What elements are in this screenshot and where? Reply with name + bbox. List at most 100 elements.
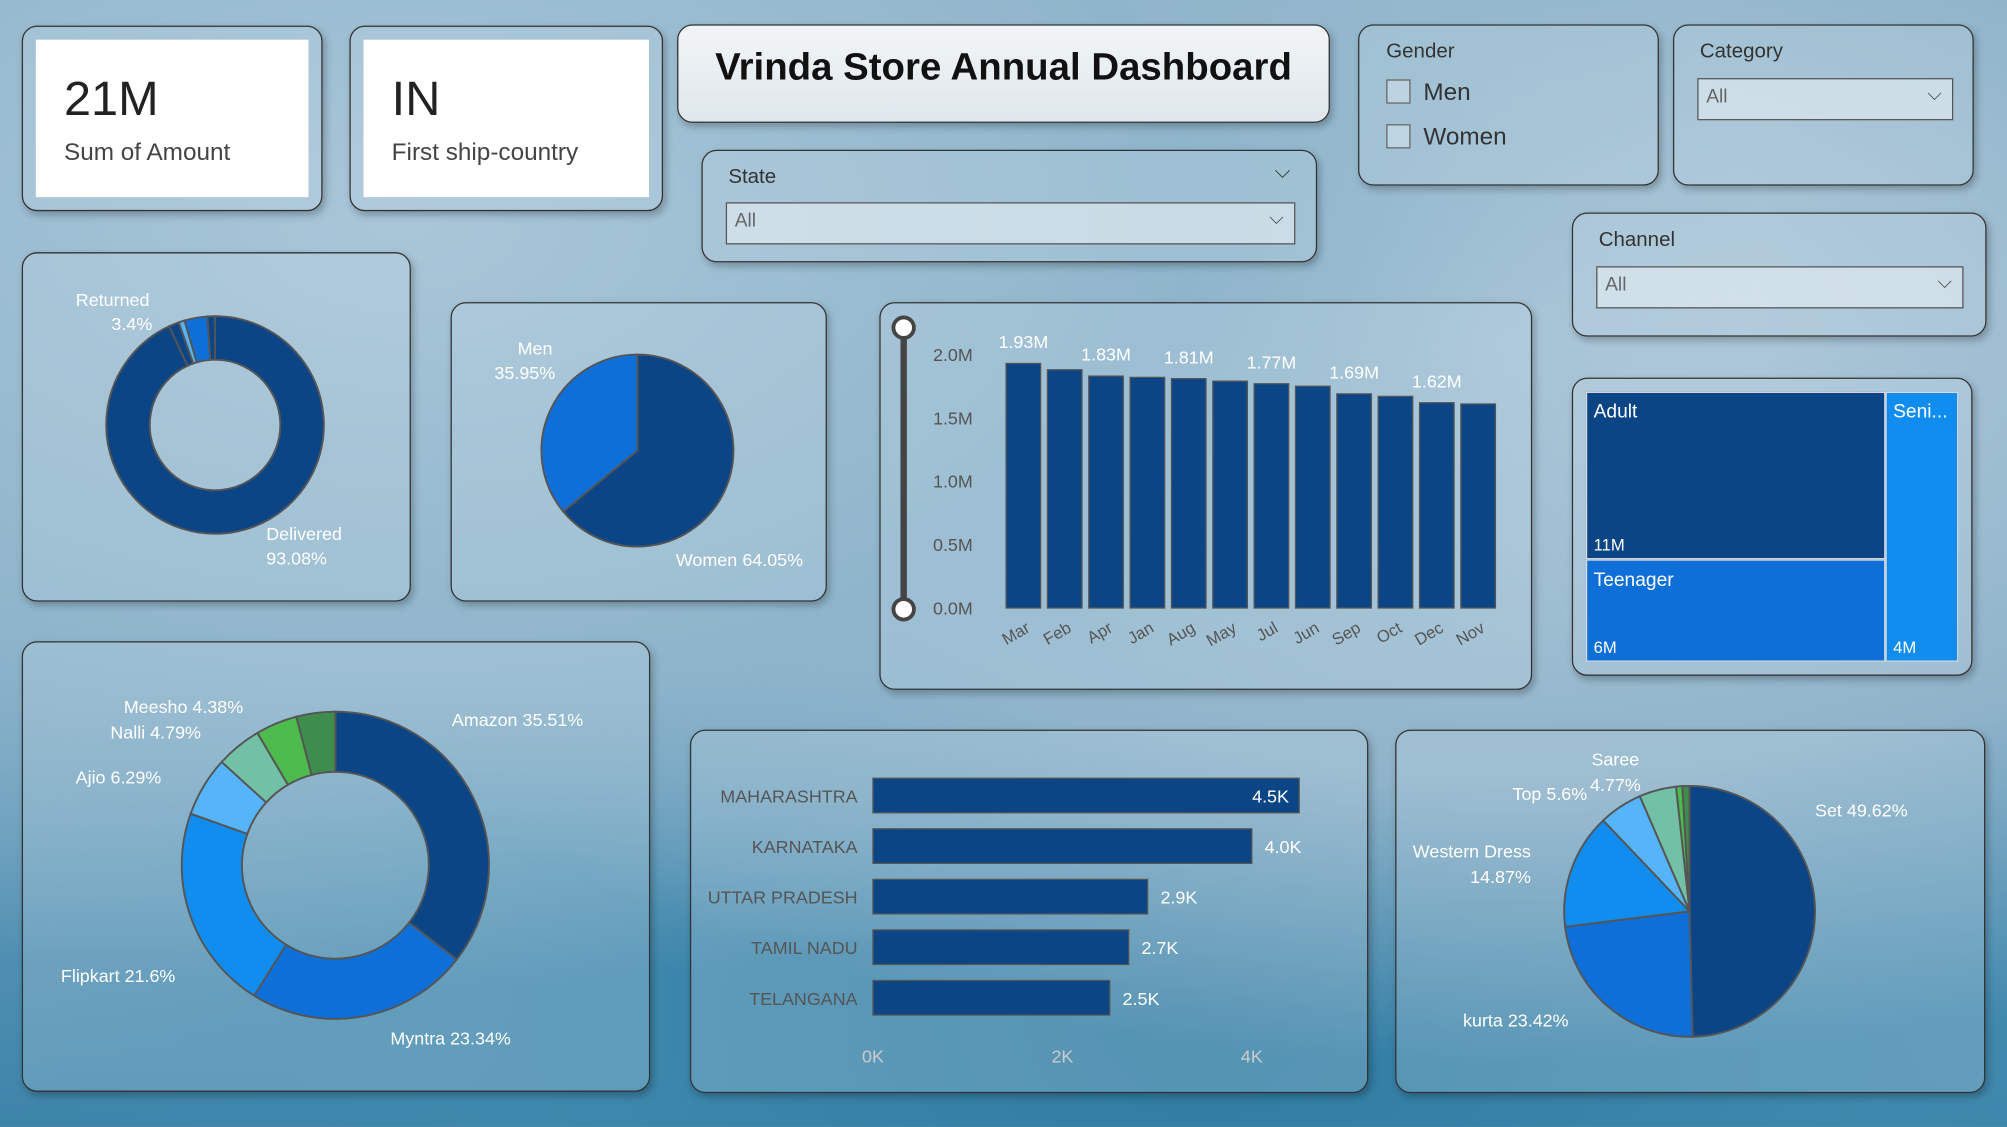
pie-slice-other[interactable] [1681,784,1691,912]
x-tick-label: May [1203,618,1240,651]
state-dropdown[interactable]: All ⌵ [725,202,1296,245]
pie-slice-kurta[interactable] [1564,910,1694,1038]
data-label: Western Dress 14.87% [1413,842,1531,888]
y-tick-label: 0.5M [933,535,973,555]
bar-jul[interactable] [1253,383,1290,609]
pie-slice-flipkart[interactable] [180,812,288,998]
data-label: Returned 3.4% [76,290,153,334]
data-label: Meesho 4.38% [124,697,244,717]
checkbox-icon [1386,79,1411,104]
data-label: kurta 23.42% [1463,1011,1569,1031]
bar-sep[interactable] [1336,393,1373,609]
pie-slice-other[interactable] [206,315,216,361]
category-dropdown[interactable]: All ⌵ [1697,78,1954,121]
bar-data-label[interactable]: 2.9K [1160,888,1197,908]
x-tick-label: Aug [1163,618,1198,649]
bar-data-label[interactable]: 2.7K [1142,938,1179,958]
checkbox-women[interactable]: Women [1386,124,1507,152]
y-tick-label: 0.0M [933,598,973,618]
data-label: Men 35.95% [494,339,555,383]
chevron-down-icon: ⌵ [1269,207,1284,230]
category-label: KARNATAKA [752,837,858,857]
bar-data-label[interactable]: 4.0K [1265,837,1302,857]
x-tick-label: Jun [1290,618,1323,648]
category-label: UTTAR PRADESH [708,888,858,908]
checkbox-men[interactable]: Men [1386,79,1471,107]
x-tick-label: Dec [1411,618,1446,649]
bar-dec[interactable] [1418,402,1455,609]
x-tick-label: Sep [1329,618,1364,649]
x-tick-label: 4K [1241,1046,1263,1066]
pie-slice-set[interactable] [1688,784,1816,1038]
treemap-adult[interactable] [1585,391,1886,560]
y-tick-label: 1.5M [933,408,973,428]
category-label: TELANGANA [749,989,858,1009]
label-name: Western Dress [1413,842,1531,862]
bar-jan[interactable] [1129,376,1166,609]
category-label: TAMIL NADU [751,938,857,958]
bar-nov[interactable] [1460,403,1497,609]
x-tick-label: 0K [862,1046,884,1066]
treemap-value: 4M [1893,637,1917,657]
x-tick-label: 2K [1051,1046,1073,1066]
bar-aug[interactable] [1170,377,1207,609]
bar-data-label[interactable]: 1.62M [1412,371,1462,391]
bar-data-label[interactable]: 1.81M [1164,347,1214,367]
bar-karnataka[interactable] [872,828,1253,864]
bar-data-label[interactable]: 1.77M [1247,352,1297,372]
treemap-label: Seni... [1893,400,1948,423]
label-value: 64.05% [742,550,803,570]
bar-data-label[interactable]: 1.93M [998,332,1048,352]
x-tick-label: Nov [1453,618,1489,650]
y-tick-label: 2.0M [933,345,973,365]
bar-data-label[interactable]: 4.5K [1252,787,1289,807]
data-label: Ajio 6.29% [76,767,162,787]
channel-slicer: Channel All ⌵ [1571,212,1987,337]
bar-maharashtra[interactable] [872,777,1300,814]
bar-data-label[interactable]: 1.69M [1329,362,1379,382]
category-label: Category [1699,40,1783,63]
pie-slice-delivered[interactable] [105,315,325,535]
label-name: Saree [1591,749,1639,769]
bar-data-label[interactable]: 1.83M [1081,345,1131,365]
bar-may[interactable] [1212,380,1248,609]
x-tick-label: Mar [999,618,1034,649]
channel-dropdown[interactable]: All ⌵ [1596,266,1964,309]
treemap-teenager[interactable] [1585,559,1886,662]
bar-tamil-nadu[interactable] [872,929,1130,966]
data-label: Delivered 93.08% [266,524,342,568]
bar-oct[interactable] [1377,395,1414,609]
bar-jun[interactable] [1294,385,1331,609]
category-label: MAHARASHTRA [720,787,857,807]
bar-uttar-pradesh[interactable] [872,878,1149,915]
pie-slice-amazon[interactable] [334,710,490,961]
bar-apr[interactable] [1088,375,1124,609]
treemap-senior[interactable] [1885,391,1959,662]
bar-mar[interactable] [1005,362,1042,609]
pie-slice-men[interactable] [540,353,639,513]
data-label: Nalli 4.79% [110,723,201,743]
range-slider-handle [891,315,916,340]
bar-data-label[interactable]: 2.5K [1123,989,1160,1009]
label-name: Delivered [266,524,342,544]
kpi-card-amount: 21M Sum of Amount [21,25,323,212]
chevron-down-icon[interactable]: ⌵ [1274,161,1291,184]
y-tick-label: 1.0M [933,472,973,492]
pie-slice-other[interactable] [295,710,337,777]
label-value: 93.08% [266,548,327,568]
state-label: State [728,166,777,189]
gender-label: Gender [1386,40,1455,63]
category-slicer: Category All ⌵ [1672,24,1974,186]
pie-slice-western-dress[interactable] [1563,819,1692,928]
chevron-down-icon: ⌵ [1927,83,1942,105]
pie-slice-myntra[interactable] [252,921,459,1020]
channel-label: Channel [1598,229,1676,251]
pie-slice-women[interactable] [561,353,735,548]
data-label: Top 5.6% [1513,784,1588,804]
bar-telangana[interactable] [872,979,1111,1016]
bar-feb[interactable] [1046,369,1083,609]
data-label: Amazon 35.51% [452,710,583,730]
data-label: Women 64.05% [676,550,803,570]
